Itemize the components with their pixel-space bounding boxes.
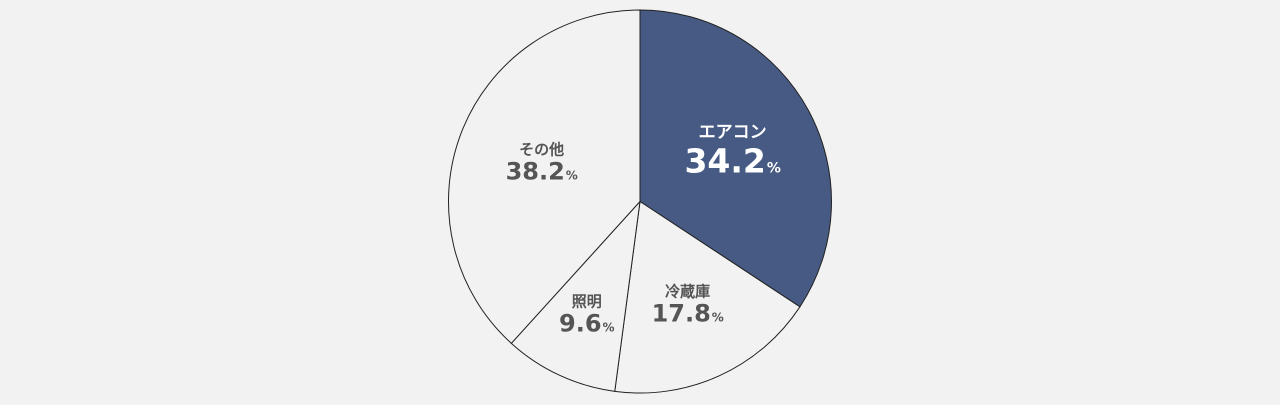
slice-value-number-2: 9.6: [559, 310, 602, 339]
slice-value-percent-1: %: [711, 310, 724, 325]
pie-slice-2: [510, 199, 641, 392]
pie-slice-3: [448, 9, 641, 345]
slice-value-2: 9.6%: [559, 310, 615, 339]
slice-label-2: 照明 9.6%: [559, 292, 615, 339]
slice-label-1: 冷蔵庫 17.8%: [651, 282, 724, 329]
slice-value-number-3: 38.2: [505, 157, 565, 186]
slice-value-number-1: 17.8: [651, 299, 711, 328]
slice-value-number-0: 34.2: [684, 141, 766, 181]
slice-name-0: エアコン: [698, 121, 767, 142]
slice-value-percent-0: %: [766, 160, 781, 177]
pie-slice-1: [614, 200, 801, 394]
slice-value-0: 34.2%: [684, 142, 780, 180]
slice-name-1: 冷蔵庫: [665, 282, 711, 301]
slice-name-2: 照明: [571, 292, 602, 311]
slice-label-0: エアコン 34.2%: [684, 121, 780, 180]
slice-label-3: その他 38.2%: [506, 140, 578, 186]
slice-value-percent-3: %: [565, 168, 578, 183]
slice-value-percent-2: %: [602, 321, 615, 336]
slice-value-1: 17.8%: [651, 299, 724, 329]
slice-name-3: その他: [519, 140, 565, 159]
slice-value-3: 38.2%: [506, 158, 578, 186]
